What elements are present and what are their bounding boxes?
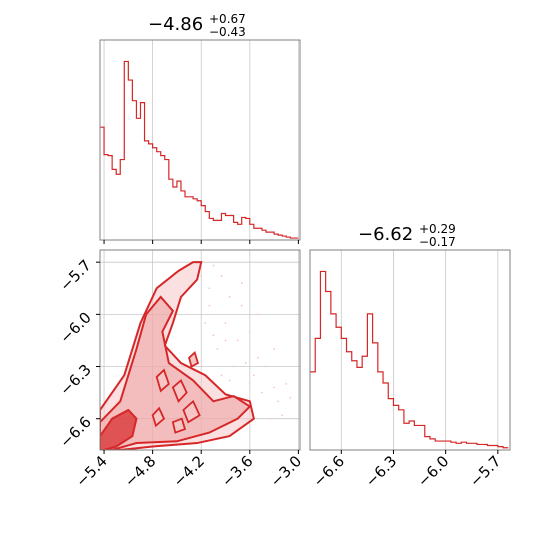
joint-sample-point [285, 383, 288, 385]
joint-x-tick-label: −5.4 [72, 452, 110, 490]
joint-sample-point [265, 365, 267, 368]
joint-sample-point [232, 365, 235, 368]
right-panel-title: −6.62 [358, 224, 413, 245]
joint-sample-point [240, 282, 243, 284]
right-x-tick-label: −6.0 [414, 452, 452, 490]
joint-small-contour [182, 399, 201, 424]
joint-sample-point [261, 391, 263, 394]
joint-sample-point [216, 348, 219, 351]
joint-sample-point [248, 383, 251, 385]
joint-y-tick-label: −6.3 [56, 361, 94, 399]
joint-sample-point [240, 304, 243, 307]
joint-sample-point [269, 417, 271, 420]
joint-sample-point [281, 414, 284, 417]
right-hist-frame [309, 249, 511, 451]
right-histogram-panel: −6.6 −6.3 −6.0 −5.7 [309, 249, 511, 491]
joint-sample-point [289, 396, 292, 399]
top-panel-title-upper: +0.67 [209, 12, 246, 26]
right-panel-title-upper: +0.29 [419, 222, 456, 236]
top-panel-title: −4.86 [148, 14, 203, 35]
joint-density-panel: −5.4 −4.8 −4.2 −3.6 −3.0 −5.7 −6.0 −6.3 −6.6 [56, 249, 305, 491]
joint-small-contour [188, 350, 200, 368]
joint-mid-contour [100, 295, 252, 450]
right-x-tick-label: −6.3 [362, 452, 400, 490]
right-x-tick-label: −6.6 [310, 452, 348, 490]
joint-x-tick-label: −3.0 [267, 452, 305, 490]
joint-sample-point [228, 296, 231, 298]
joint-y-tick-label: −6.0 [56, 308, 94, 346]
joint-x-tick-label: −4.8 [121, 452, 159, 490]
joint-small-contour [155, 368, 170, 393]
joint-high-density-region [100, 408, 138, 450]
joint-sample-point [236, 339, 239, 342]
right-hist-histogram-line [310, 270, 509, 449]
joint-sample-point [208, 287, 211, 290]
joint-sample-point [200, 275, 203, 277]
joint-sample-point [220, 275, 223, 277]
joint-small-contour [151, 406, 166, 428]
joint-sample-point [228, 379, 231, 382]
joint-sample-point [248, 330, 251, 333]
joint-sample-point [277, 400, 280, 403]
joint-sample-point [273, 348, 275, 351]
joint-sample-point [256, 356, 259, 359]
joint-y-tick-label: −6.6 [56, 413, 94, 451]
right-panel-title-lower: −0.17 [419, 235, 456, 249]
joint-y-tick-label: −5.7 [56, 256, 94, 294]
top-hist-histogram-line [100, 60, 299, 239]
top-panel-title-lower: −0.43 [209, 25, 246, 39]
joint-sample-point [212, 334, 215, 337]
joint-sample-point [224, 322, 227, 324]
joint-sample-point [244, 362, 247, 364]
top-hist-frame [99, 39, 301, 241]
joint-small-contour [171, 378, 188, 403]
joint-sample-point [273, 386, 275, 389]
joint-sample-point [220, 374, 223, 377]
joint-sample-point [256, 313, 259, 316]
joint-x-tick-label: −3.6 [218, 452, 256, 490]
top-histogram-panel [99, 39, 301, 244]
joint-sample-point [252, 374, 255, 377]
joint-sample-point [208, 304, 211, 307]
joint-x-tick-label: −4.2 [170, 452, 208, 490]
right-x-tick-label: −5.7 [466, 452, 504, 490]
joint-sample-point [224, 339, 227, 342]
joint-sample-point [212, 264, 215, 267]
joint-sample-point [204, 322, 207, 324]
joint-small-contour [171, 417, 187, 434]
joint-frame [99, 249, 301, 451]
joint-density-body [100, 261, 292, 450]
